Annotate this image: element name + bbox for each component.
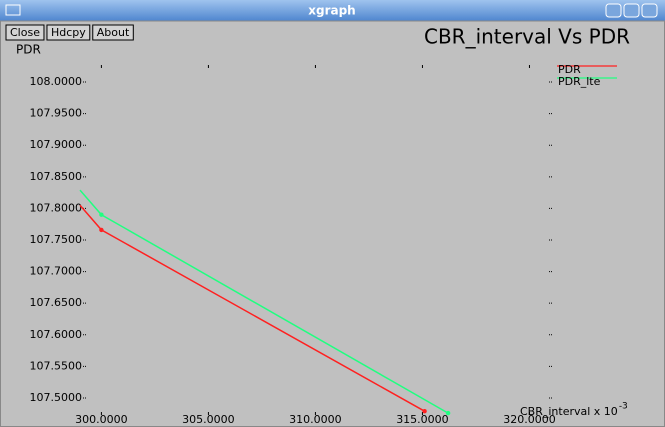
button-frame [46, 24, 91, 41]
x-tick-label: 305.0000 [182, 413, 235, 426]
y-tick-label: 108.0000 [30, 75, 83, 88]
title-bar [0, 0, 665, 21]
data-point [445, 410, 451, 416]
legend-label: PDR [558, 63, 581, 76]
button-label: Close [10, 26, 40, 39]
y-tick-label: 107.5000 [30, 391, 83, 404]
data-point [99, 227, 104, 233]
y-tick-label: 107.8500 [30, 170, 83, 183]
x-tick-label: 320.0000 [503, 413, 556, 426]
x-axis-label: CBR_interval x 10 [520, 405, 618, 418]
button-label: Hdcpy [51, 26, 86, 39]
legend-label: PDR_lte [558, 75, 601, 88]
toolbar-button[interactable]: About [92, 24, 134, 41]
y-tick-label: 107.9500 [30, 107, 83, 120]
x-tick-label: 310.0000 [289, 413, 342, 426]
y-axis-label: PDR [16, 43, 41, 57]
window-menu-icon[interactable] [5, 4, 21, 16]
y-tick-label: 107.5500 [30, 359, 83, 372]
y-tick-label: 107.7500 [30, 233, 83, 246]
x-axis-label-exponent: -3 [619, 402, 628, 412]
toolbar-button[interactable]: Hdcpy [46, 24, 91, 41]
data-point [99, 212, 104, 217]
y-tick-label: 107.8000 [30, 201, 83, 214]
close-window-button[interactable] [641, 3, 658, 18]
y-tick-label: 107.6500 [30, 296, 83, 309]
y-tick-label: 107.6000 [30, 328, 83, 341]
x-tick-label: 300.0000 [75, 413, 128, 426]
minimize-button[interactable] [605, 3, 622, 18]
maximize-button[interactable] [623, 3, 640, 18]
chart-title: CBR_interval Vs PDR [424, 25, 630, 49]
button-frame [92, 24, 134, 41]
y-tick-label: 107.7000 [30, 265, 83, 278]
toolbar-button[interactable]: Close [5, 24, 45, 41]
y-tick-label: 107.9000 [30, 138, 83, 151]
data-point [422, 409, 427, 414]
x-tick-label: 315.0000 [396, 413, 449, 426]
button-frame [5, 24, 45, 41]
window-title: xgraph [308, 4, 355, 18]
button-label: About [97, 26, 130, 39]
